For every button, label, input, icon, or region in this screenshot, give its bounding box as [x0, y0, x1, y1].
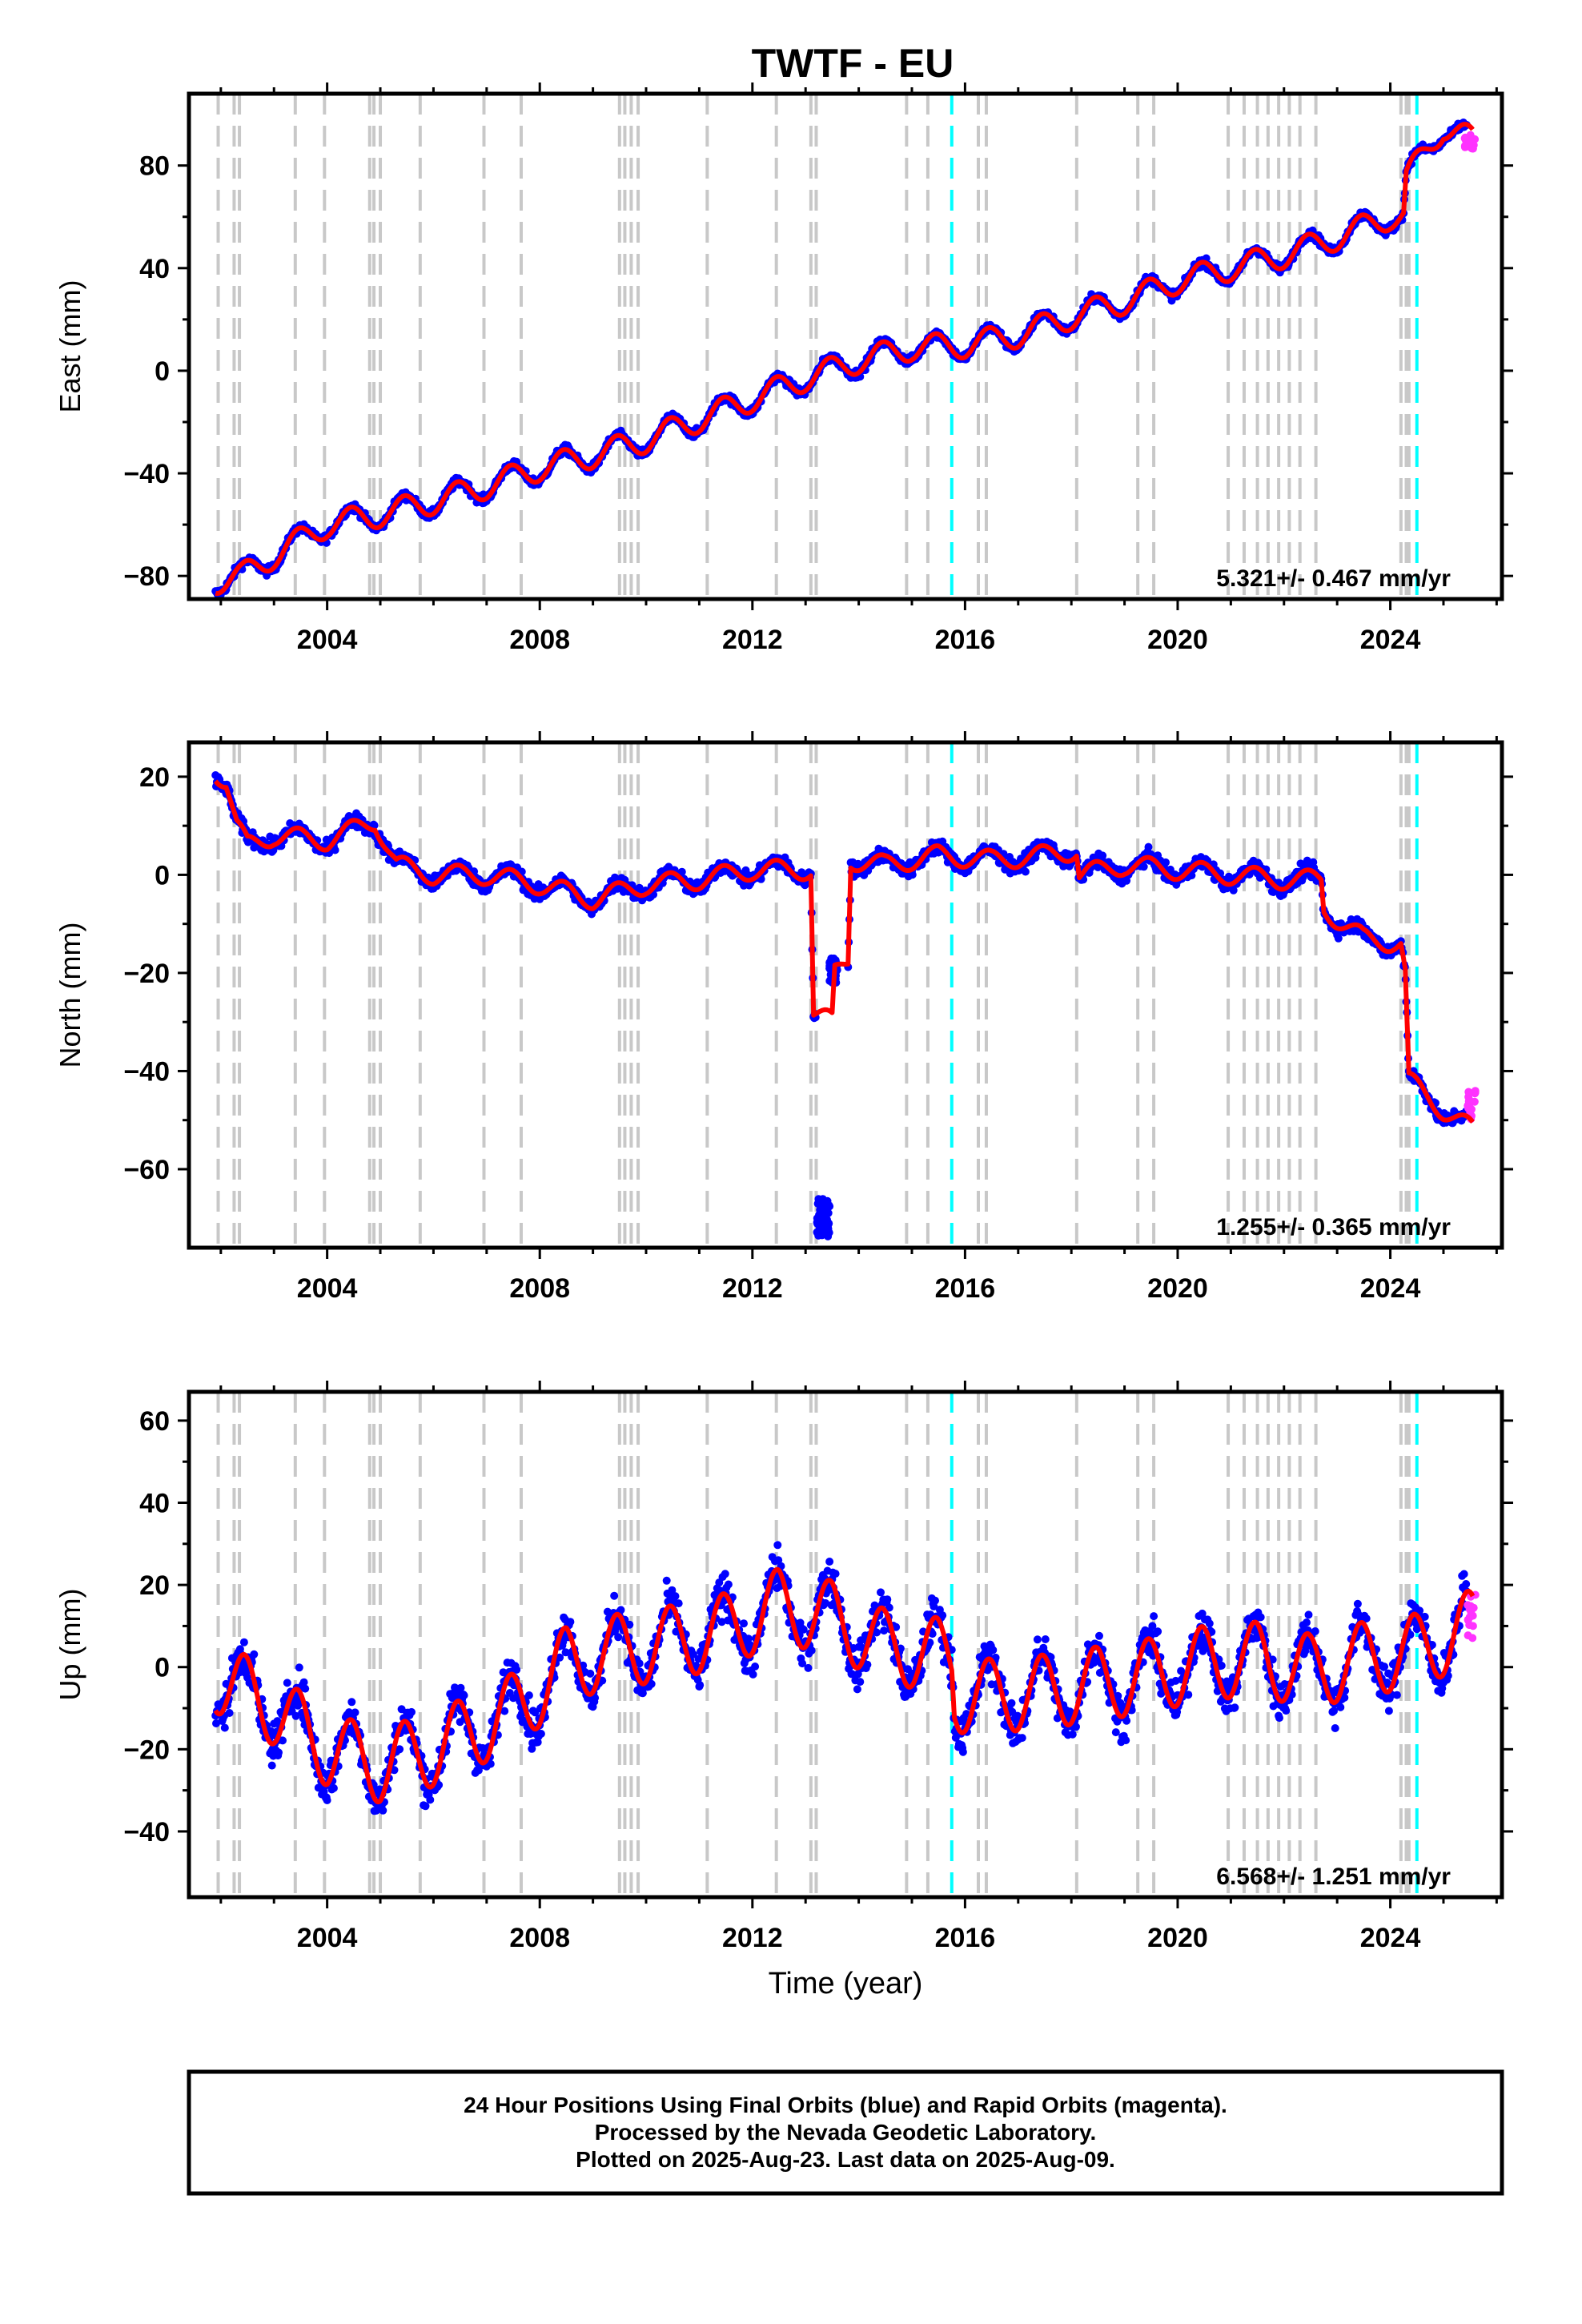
rapid-point	[1471, 1087, 1480, 1096]
east-model-line	[213, 122, 1475, 597]
y-tick-label: 80	[139, 151, 170, 182]
data-point	[749, 1670, 757, 1679]
panel-up: 2004 2008 2012 2016 2020 2024−40−200204060Up …	[54, 1381, 1513, 2000]
data-point	[671, 1592, 680, 1601]
y-tick-label: −40	[123, 459, 170, 489]
north-final-points	[211, 771, 1471, 1240]
x-tick-label: 2020	[1147, 625, 1208, 655]
y-tick-label: −80	[123, 561, 170, 592]
data-point	[1144, 842, 1153, 851]
data-point	[379, 1806, 387, 1815]
x-tick-label: 2008	[509, 625, 570, 655]
data-point	[351, 1708, 359, 1717]
data-point	[1021, 867, 1030, 876]
x-tick-label: 2024	[1360, 625, 1421, 655]
data-point	[301, 1684, 310, 1693]
data-point	[821, 1203, 830, 1212]
data-point	[460, 1691, 468, 1699]
north-plot-area	[211, 742, 1480, 1248]
data-point	[814, 1195, 823, 1204]
data-point	[536, 1730, 545, 1738]
chart-title: TWTF - EU	[752, 41, 954, 86]
x-tick-label: 2016	[935, 625, 996, 655]
data-point	[813, 1217, 822, 1226]
panels: 2004 2008 2012 2016 2020 2024 −80 −40 0 40 80 East …	[54, 82, 1513, 2000]
x-tick-label: 2004	[297, 625, 358, 655]
data-point	[825, 1219, 833, 1228]
panel-east: 2004 2008 2012 2016 2020 2024 −80 −40 0 40 80 East …	[54, 82, 1513, 655]
north-rate-label: 1.255+/- 0.365 mm/yr	[1216, 1214, 1451, 1240]
y-tick-label: 20	[139, 762, 170, 793]
data-point	[295, 1663, 303, 1672]
data-point	[323, 1796, 331, 1804]
rapid-point	[1464, 1101, 1472, 1110]
data-point	[674, 1599, 683, 1608]
up-final-points	[211, 1541, 1471, 1815]
x-tick-label: 2004	[297, 1273, 358, 1304]
data-point	[696, 1681, 705, 1690]
data-point	[225, 1709, 234, 1717]
y-tick-label: −60	[123, 1155, 170, 1185]
y-tick-label: 40	[139, 254, 170, 284]
data-point	[220, 1723, 229, 1732]
data-point	[1139, 862, 1148, 871]
y-tick-label: 0	[155, 356, 170, 387]
data-point	[329, 1783, 338, 1792]
east-y-axis-label: East (mm)	[54, 280, 86, 413]
data-point	[751, 1663, 760, 1671]
x-tick-label: 2024	[1360, 1273, 1421, 1304]
data-point	[283, 1679, 291, 1687]
north-y-axis-label: North (mm)	[54, 923, 86, 1068]
data-point	[408, 1707, 416, 1716]
x-tick-label: 2012	[722, 1273, 783, 1304]
data-point	[740, 1619, 748, 1628]
data-point	[566, 1618, 575, 1626]
x-tick-label: 2008	[509, 1273, 570, 1304]
data-point	[724, 1580, 733, 1589]
north-model-line	[213, 779, 1475, 1124]
data-point	[347, 1698, 356, 1707]
east-rapid-points	[1460, 131, 1480, 153]
east-final-points	[211, 119, 1471, 599]
rapid-point	[1464, 139, 1473, 148]
y-tick-label: −40	[123, 1056, 170, 1087]
x-tick-label: 2020	[1147, 1273, 1208, 1304]
data-point	[1162, 858, 1170, 866]
data-point	[662, 1576, 671, 1585]
y-tick-label: −20	[123, 959, 170, 989]
y-tick-label: 0	[155, 860, 170, 891]
north-frame	[187, 740, 1504, 1250]
data-point	[817, 1231, 826, 1240]
data-point	[250, 1650, 259, 1659]
rapid-point	[1464, 1088, 1473, 1096]
panel-north: 2004 2008 2012 2016 2020 2024 −60 −40 −20 0 20 Nort…	[54, 731, 1513, 1304]
data-point	[524, 1691, 533, 1699]
data-point	[614, 1633, 623, 1642]
east-plot-area	[211, 94, 1480, 599]
east-rate-label: 5.321+/- 0.467 mm/yr	[1216, 565, 1451, 592]
x-tick-label: 2012	[722, 625, 783, 655]
data-point	[239, 1638, 248, 1647]
data-point	[586, 1669, 595, 1678]
data-point	[721, 1570, 729, 1578]
data-point	[267, 1761, 276, 1770]
data-point	[275, 1748, 283, 1757]
x-tick-label: 2016	[935, 1273, 996, 1304]
data-point	[426, 1795, 435, 1804]
up-plot-area	[211, 1392, 1480, 1897]
data-point	[610, 1591, 619, 1600]
